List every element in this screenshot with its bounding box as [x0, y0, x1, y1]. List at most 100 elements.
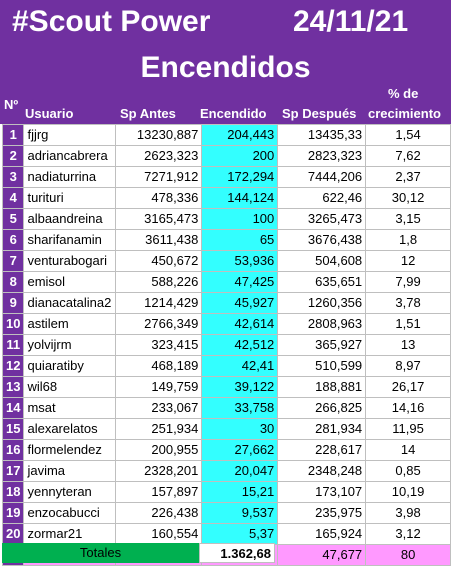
cell-growth[interactable]: 3,98 — [365, 502, 451, 524]
cell-sp-after[interactable]: 635,651 — [277, 271, 367, 293]
cell-growth[interactable]: 30,12 — [365, 187, 451, 209]
cell-sp-after[interactable]: 504,608 — [277, 250, 367, 272]
cell-growth[interactable]: 3,15 — [365, 208, 451, 230]
cell-user[interactable]: quiaratiby — [23, 355, 117, 377]
cell-sp-after[interactable]: 281,934 — [277, 418, 367, 440]
cell-sp-before[interactable]: 160,554 — [115, 523, 203, 545]
cell-sp-before[interactable]: 2623,323 — [115, 145, 203, 167]
cell-growth[interactable]: 3,78 — [365, 292, 451, 314]
cell-user[interactable]: venturabogari — [23, 250, 117, 272]
cell-sp-after[interactable]: 228,617 — [277, 439, 367, 461]
cell-lit[interactable]: 9,537 — [201, 502, 279, 524]
cell-sp-after[interactable]: 510,599 — [277, 355, 367, 377]
cell-user[interactable]: enzocabucci — [23, 502, 117, 524]
cell-sp-before[interactable]: 323,415 — [115, 334, 203, 356]
cell-user[interactable]: nadiaturrina — [23, 166, 117, 188]
cell-growth[interactable]: 80 — [365, 544, 451, 566]
cell-sp-before[interactable]: 251,934 — [115, 418, 203, 440]
cell-user[interactable]: albaandreina — [23, 208, 117, 230]
cell-lit[interactable]: 20,047 — [201, 460, 279, 482]
cell-sp-after[interactable]: 235,975 — [277, 502, 367, 524]
cell-sp-before[interactable]: 3611,438 — [115, 229, 203, 251]
cell-lit[interactable]: 204,443 — [201, 124, 279, 146]
cell-sp-after[interactable]: 13435,33 — [277, 124, 367, 146]
cell-lit[interactable]: 42,614 — [201, 313, 279, 335]
cell-lit[interactable]: 15,21 — [201, 481, 279, 503]
cell-user[interactable]: sharifanamin — [23, 229, 117, 251]
cell-growth[interactable]: 7,62 — [365, 145, 451, 167]
cell-growth[interactable]: 12 — [365, 250, 451, 272]
cell-growth[interactable]: 14,16 — [365, 397, 451, 419]
cell-sp-before[interactable]: 157,897 — [115, 481, 203, 503]
cell-sp-before[interactable]: 2328,201 — [115, 460, 203, 482]
cell-lit[interactable]: 42,41 — [201, 355, 279, 377]
cell-lit[interactable]: 172,294 — [201, 166, 279, 188]
cell-sp-before[interactable]: 450,672 — [115, 250, 203, 272]
cell-lit[interactable]: 65 — [201, 229, 279, 251]
cell-growth[interactable]: 14 — [365, 439, 451, 461]
cell-user[interactable]: javima — [23, 460, 117, 482]
cell-sp-before[interactable]: 1214,429 — [115, 292, 203, 314]
cell-sp-before[interactable]: 478,336 — [115, 187, 203, 209]
cell-sp-after[interactable]: 1260,356 — [277, 292, 367, 314]
cell-sp-after[interactable]: 266,825 — [277, 397, 367, 419]
cell-user[interactable]: turituri — [23, 187, 117, 209]
cell-sp-before[interactable]: 13230,887 — [115, 124, 203, 146]
cell-sp-after[interactable]: 2348,248 — [277, 460, 367, 482]
cell-growth[interactable]: 0,85 — [365, 460, 451, 482]
cell-lit[interactable]: 100 — [201, 208, 279, 230]
cell-lit[interactable]: 5,37 — [201, 523, 279, 545]
cell-user[interactable]: dianacatalina2 — [23, 292, 117, 314]
cell-user[interactable]: emisol — [23, 271, 117, 293]
cell-lit[interactable]: 53,936 — [201, 250, 279, 272]
cell-sp-before[interactable]: 200,955 — [115, 439, 203, 461]
cell-lit[interactable]: 144,124 — [201, 187, 279, 209]
cell-lit[interactable]: 33,758 — [201, 397, 279, 419]
cell-user[interactable]: wil68 — [23, 376, 117, 398]
cell-sp-after[interactable]: 188,881 — [277, 376, 367, 398]
cell-growth[interactable]: 26,17 — [365, 376, 451, 398]
cell-growth[interactable]: 7,99 — [365, 271, 451, 293]
cell-sp-before[interactable]: 2766,349 — [115, 313, 203, 335]
cell-growth[interactable]: 11,95 — [365, 418, 451, 440]
cell-user[interactable]: msat — [23, 397, 117, 419]
cell-sp-after[interactable]: 3265,473 — [277, 208, 367, 230]
cell-sp-after[interactable]: 3676,438 — [277, 229, 367, 251]
cell-user[interactable]: yennyteran — [23, 481, 117, 503]
cell-lit[interactable]: 200 — [201, 145, 279, 167]
cell-sp-after[interactable]: 47,677 — [277, 544, 367, 566]
cell-sp-after[interactable]: 173,107 — [277, 481, 367, 503]
cell-sp-after[interactable]: 7444,206 — [277, 166, 367, 188]
cell-sp-after[interactable]: 2823,323 — [277, 145, 367, 167]
cell-lit[interactable]: 39,122 — [201, 376, 279, 398]
cell-user[interactable]: adriancabrera — [23, 145, 117, 167]
cell-lit[interactable]: 27,662 — [201, 439, 279, 461]
cell-sp-before[interactable]: 468,189 — [115, 355, 203, 377]
cell-growth[interactable]: 1,51 — [365, 313, 451, 335]
cell-growth[interactable]: 8,97 — [365, 355, 451, 377]
cell-lit[interactable]: 30 — [201, 418, 279, 440]
cell-user[interactable]: yolvijrm — [23, 334, 117, 356]
cell-sp-after[interactable]: 2808,963 — [277, 313, 367, 335]
cell-growth[interactable]: 10,19 — [365, 481, 451, 503]
cell-sp-after[interactable]: 622,46 — [277, 187, 367, 209]
cell-growth[interactable]: 1,8 — [365, 229, 451, 251]
cell-lit[interactable]: 45,927 — [201, 292, 279, 314]
totals-value[interactable]: 1.362,68 — [199, 543, 275, 563]
cell-user[interactable]: astilem — [23, 313, 117, 335]
cell-lit[interactable]: 42,512 — [201, 334, 279, 356]
cell-lit[interactable]: 47,425 — [201, 271, 279, 293]
cell-user[interactable]: zormar21 — [23, 523, 117, 545]
cell-sp-before[interactable]: 588,226 — [115, 271, 203, 293]
cell-user[interactable]: fjjrg — [23, 124, 117, 146]
cell-growth[interactable]: 2,37 — [365, 166, 451, 188]
cell-sp-after[interactable]: 165,924 — [277, 523, 367, 545]
cell-user[interactable]: alexarelatos — [23, 418, 117, 440]
cell-growth[interactable]: 1,54 — [365, 124, 451, 146]
cell-sp-before[interactable]: 7271,912 — [115, 166, 203, 188]
cell-growth[interactable]: 3,12 — [365, 523, 451, 545]
cell-sp-before[interactable]: 226,438 — [115, 502, 203, 524]
cell-sp-before[interactable]: 3165,473 — [115, 208, 203, 230]
cell-sp-before[interactable]: 149,759 — [115, 376, 203, 398]
cell-sp-before[interactable]: 233,067 — [115, 397, 203, 419]
